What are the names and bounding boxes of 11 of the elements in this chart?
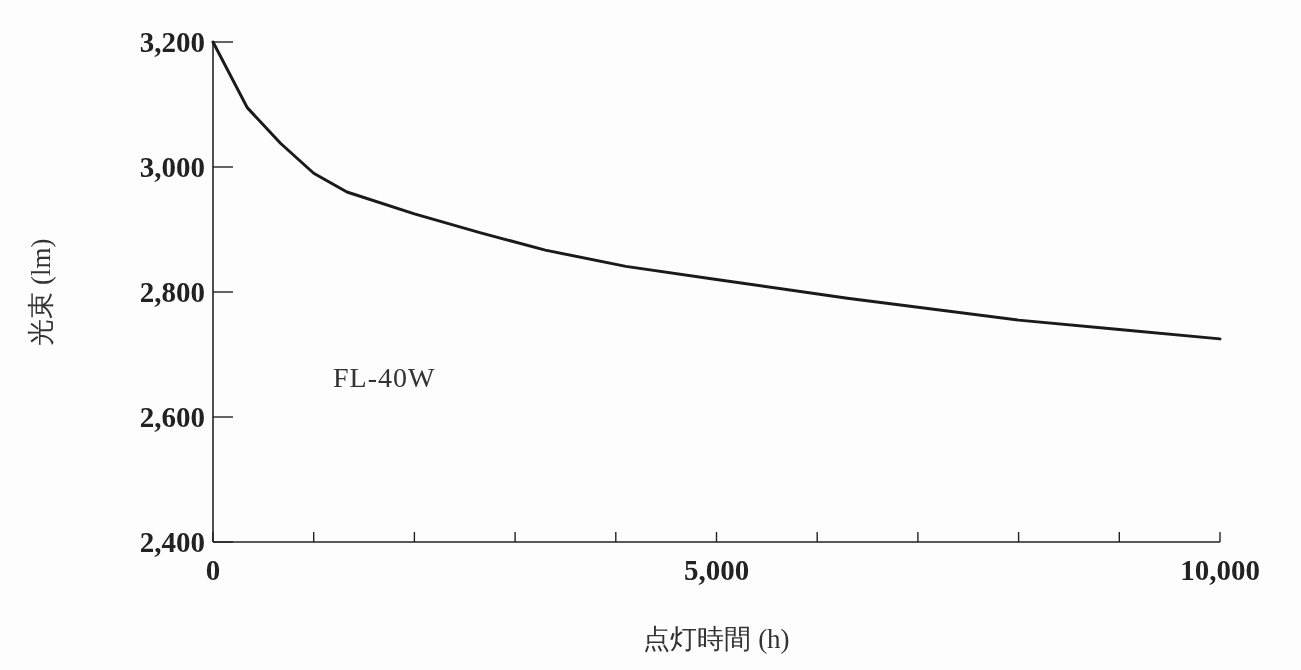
y-tick-label: 2,800	[139, 276, 205, 308]
x-tick-label: 0	[205, 554, 221, 586]
x-tick-label: 5,000	[683, 554, 750, 586]
y-tick-label: 2,400	[139, 526, 205, 558]
y-tick-label: 3,000	[139, 151, 205, 183]
y-tick-label: 2,600	[139, 401, 205, 433]
x-tick-label: 10,000	[1180, 554, 1260, 586]
y-axis-title: 光束 (lm)	[26, 238, 56, 346]
annotation: FL-40W	[333, 362, 436, 393]
x-axis-title: 点灯時間 (h)	[643, 624, 790, 654]
y-tick-label: 3,200	[139, 26, 205, 58]
